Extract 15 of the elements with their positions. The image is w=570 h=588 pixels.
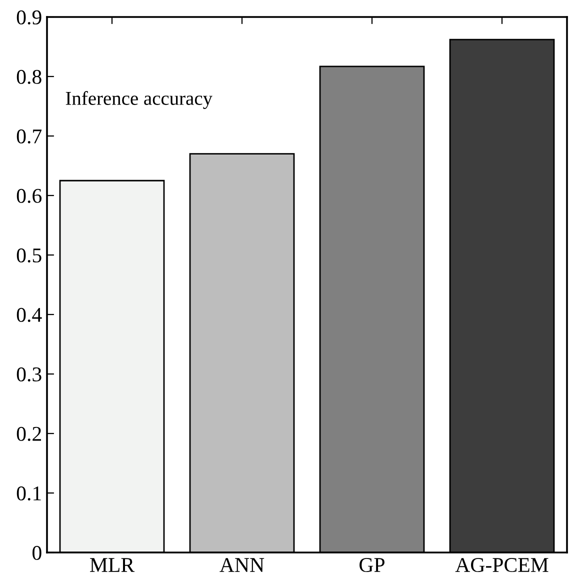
y-tick-label: 0.8 bbox=[16, 70, 42, 84]
y-tick-label: 0.1 bbox=[16, 486, 41, 501]
annotation: Inference accuracy bbox=[66, 91, 212, 109]
y-tick-label: 0.5 bbox=[16, 248, 42, 263]
x-tick-label: GP bbox=[360, 558, 384, 572]
y-tick-label: 0.2 bbox=[16, 426, 41, 442]
x-tick-label: ANN bbox=[220, 558, 264, 572]
y-tick-label: 0 bbox=[32, 546, 42, 560]
y-tick-label: 0.3 bbox=[16, 367, 42, 382]
x-tick-label: AG-PCEM bbox=[455, 558, 548, 572]
y-tick-label: 0.9 bbox=[16, 10, 42, 25]
x-tick-label: MLR bbox=[90, 558, 135, 572]
y-tick-label: 0.6 bbox=[16, 188, 42, 204]
y-tick-label: 0.7 bbox=[16, 129, 42, 144]
y-tick-label: 0.4 bbox=[16, 308, 42, 322]
